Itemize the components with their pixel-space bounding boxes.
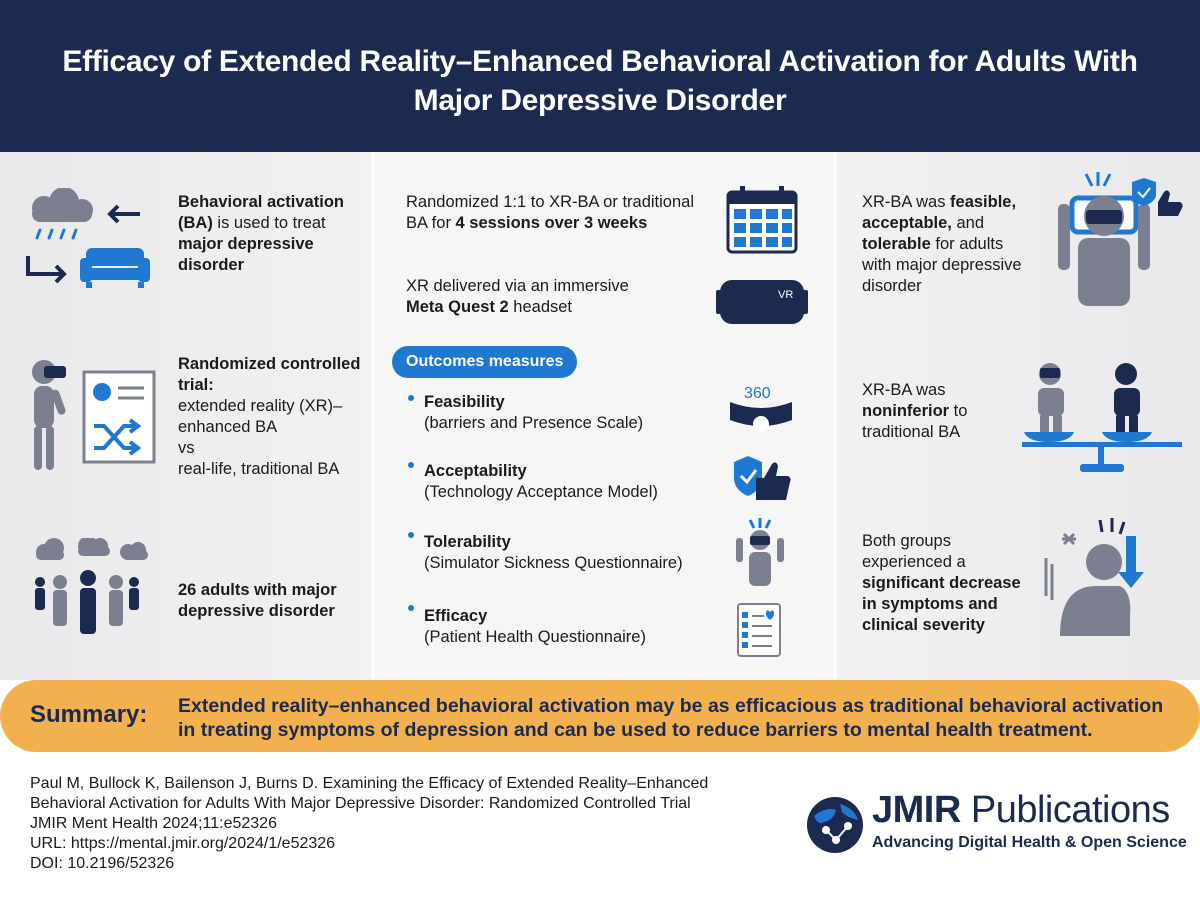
document-shuffle-icon <box>82 370 156 464</box>
outcome-detail: (barriers and Presence Scale) <box>424 414 644 432</box>
couch-icon <box>80 248 150 288</box>
noninferiority-result: XR-BA was noninferior to traditional BA <box>862 380 1012 443</box>
outcome-acceptability: Acceptability (Technology Acceptance Mod… <box>424 461 714 503</box>
outcome-efficacy: Efficacy (Patient Health Questionnaire) <box>424 606 714 648</box>
outcomes-label: Outcomes measures <box>392 346 578 378</box>
citation-url[interactable]: URL: https://mental.jmir.org/2024/1/e523… <box>30 835 336 852</box>
participants-description: 26 adults with major depressive disorder <box>178 580 363 622</box>
citation: Paul M, Bullock K, Bailenson J, Burns D.… <box>30 774 708 874</box>
ba-text: is used to treat <box>212 214 326 232</box>
noninferior-term: noninferior <box>862 402 950 420</box>
logo-strong: JMIR <box>872 789 961 831</box>
xr-delivery-text: XR delivered via an immersive <box>406 277 629 295</box>
meta-quest-text: Meta Quest 2 <box>406 298 509 316</box>
symptoms-result: Both groups experienced a significant de… <box>862 531 1037 636</box>
logo-rest: Publications <box>960 789 1170 831</box>
vr-person-icon <box>32 360 66 470</box>
result-text: Both groups experienced a <box>862 532 966 571</box>
bullet-efficacy <box>408 605 414 611</box>
jmir-globe-logo-icon <box>807 797 863 853</box>
mdd-term: major depressive disorder <box>178 235 314 274</box>
ba-description: Behavioral activation (BA) is used to tr… <box>178 192 363 276</box>
xr-ba-text: extended reality (XR)–enhanced BA <box>178 397 343 436</box>
citation-journal: JMIR Ment Health 2024;11:e52326 <box>30 815 277 832</box>
ba-term: Behavioral activation <box>178 193 344 211</box>
result-text: and <box>951 214 985 232</box>
randomization-text: Randomized 1:1 to XR-BA or traditional B… <box>406 193 694 232</box>
result-text: to traditional BA <box>862 402 968 441</box>
arrow-icon <box>26 204 140 284</box>
page-title: Efficacy of Extended Reality–Enhanced Be… <box>62 45 1138 117</box>
crowd-with-clouds-icon <box>35 538 148 634</box>
vr-person-approval-icon <box>1058 172 1183 306</box>
divider-left <box>372 152 374 680</box>
dizzy-vr-person-icon <box>736 518 784 586</box>
summary-label: Summary: <box>30 701 148 728</box>
distressed-person-down-arrow-icon <box>1044 518 1144 636</box>
outcome-detail: (Patient Health Questionnaire) <box>424 628 646 646</box>
bullet-feasibility <box>408 395 414 401</box>
traditional-ba-text: real-life, traditional BA <box>178 460 340 478</box>
jmir-logo-text: JMIR Publications <box>872 789 1170 832</box>
outcome-name: Efficacy <box>424 607 488 625</box>
citation-line: Paul M, Bullock K, Bailenson J, Burns D.… <box>30 775 709 792</box>
rct-term: Randomized controlled trial: <box>178 355 361 394</box>
calendar-icon <box>726 186 798 254</box>
feasibility-result: XR-BA was feasible, acceptable, and tole… <box>862 192 1032 297</box>
outcome-name: Tolerability <box>424 533 511 551</box>
headset-text: headset <box>508 298 573 316</box>
xr-delivery-description: XR delivered via an immersive Meta Quest… <box>406 276 696 318</box>
outcome-detail: (Simulator Sickness Questionnaire) <box>424 554 683 572</box>
vs-text: vs <box>178 439 195 457</box>
divider-right <box>834 152 836 680</box>
participants-text: 26 adults with major depressive disorder <box>178 581 337 620</box>
360-label: 360 <box>744 385 771 402</box>
outcome-name: Acceptability <box>424 462 527 480</box>
rain-cloud-couch-icon <box>26 188 150 288</box>
360-headset-icon: 360 <box>730 385 792 432</box>
result-text: for adults with major depressive disorde… <box>862 235 1022 295</box>
vr-person-document-icon <box>32 360 156 470</box>
sessions-text: 4 sessions over 3 weeks <box>455 214 648 232</box>
decrease-term: significant decrease in symptoms and cli… <box>862 574 1021 634</box>
result-text: XR-BA was <box>862 193 951 211</box>
vr-label: VR <box>778 289 793 301</box>
jmir-tagline: Advancing Digital Health & Open Science <box>872 834 1187 851</box>
balance-scale-icon <box>1022 363 1182 472</box>
shield-thumbs-up-icon <box>734 456 791 500</box>
citation-line: Behavioral Activation for Adults With Ma… <box>30 795 691 812</box>
summary-banner: Summary: Extended reality–enhanced behav… <box>0 680 1200 752</box>
randomization-description: Randomized 1:1 to XR-BA or traditional B… <box>406 192 696 234</box>
result-text: XR-BA was <box>862 381 946 399</box>
outcome-detail: (Technology Acceptance Model) <box>424 483 658 501</box>
citation-doi[interactable]: DOI: 10.2196/52326 <box>30 855 175 872</box>
rain-cloud-icon <box>32 188 93 222</box>
ba-abbrev: (BA) <box>178 214 213 232</box>
vr-headset-icon: VR <box>716 280 808 324</box>
questionnaire-icon <box>737 603 781 657</box>
summary-text: Extended reality–enhanced behavioral act… <box>178 695 1164 741</box>
bullet-acceptability <box>408 462 414 468</box>
outcome-feasibility: Feasibility (barriers and Presence Scale… <box>424 392 714 434</box>
outcome-name: Feasibility <box>424 393 505 411</box>
bullet-tolerability <box>408 532 414 538</box>
feasible-acceptable-term: feasible, acceptable, <box>862 193 1017 232</box>
tolerable-term: tolerable <box>862 235 931 253</box>
outcome-tolerability: Tolerability (Simulator Sickness Questio… <box>424 532 714 574</box>
header-banner: Efficacy of Extended Reality–Enhanced Be… <box>0 0 1200 152</box>
rct-description: Randomized controlled trial: extended re… <box>178 354 363 480</box>
